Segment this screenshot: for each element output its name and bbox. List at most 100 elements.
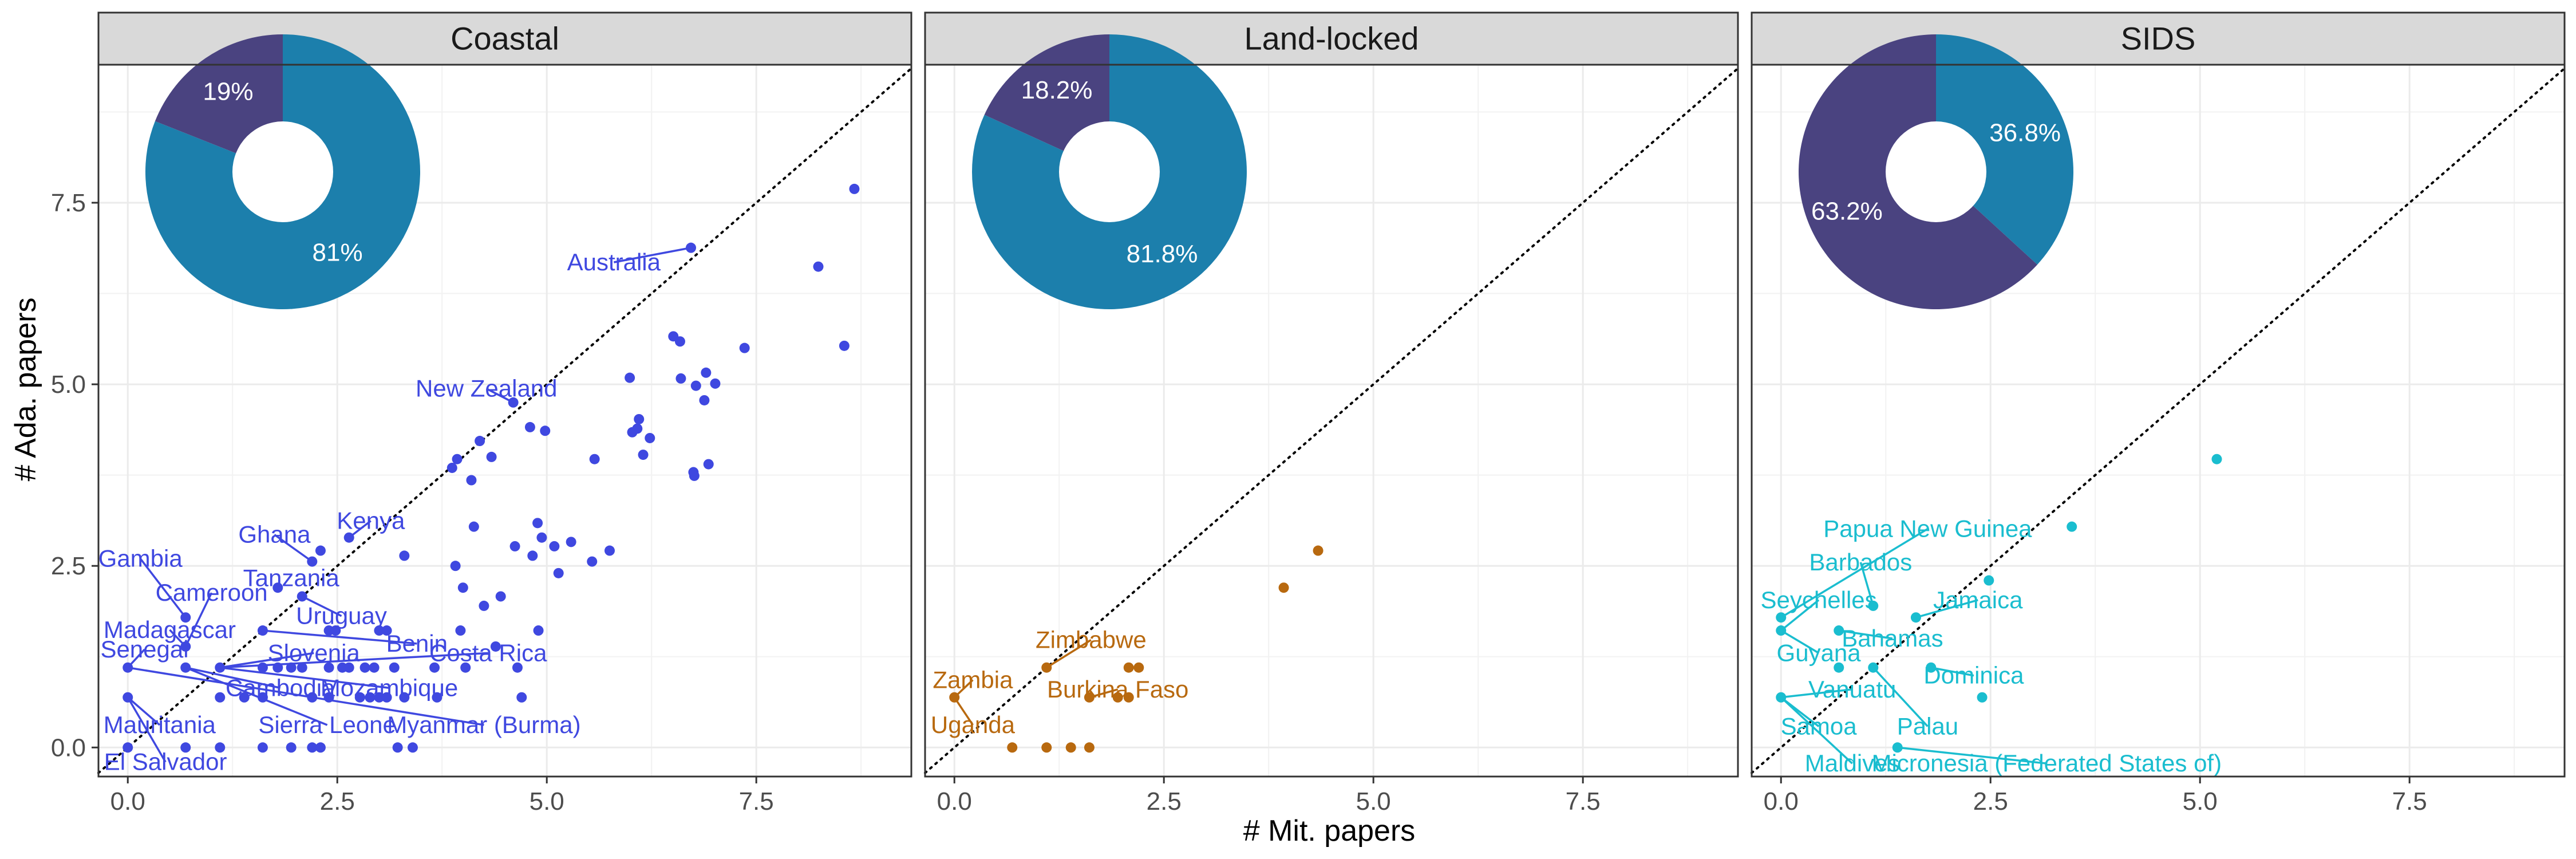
label-leader-line bbox=[220, 667, 390, 689]
data-point bbox=[330, 625, 341, 636]
point-label: Mauritania bbox=[104, 711, 216, 738]
label-leader-line bbox=[1838, 629, 1893, 640]
data-point bbox=[399, 550, 410, 561]
x-tick-label: 5.0 bbox=[530, 787, 564, 815]
data-point bbox=[638, 450, 649, 460]
data-point bbox=[699, 395, 710, 405]
data-point bbox=[123, 742, 133, 753]
point-label: Myanmar (Burma) bbox=[387, 711, 580, 738]
data-point bbox=[1007, 742, 1018, 753]
point-label: Gambia bbox=[98, 545, 183, 572]
data-point bbox=[625, 372, 635, 383]
data-point bbox=[527, 550, 538, 561]
point-label: Papua New Guinea bbox=[1823, 515, 2032, 542]
data-point bbox=[123, 662, 133, 673]
data-point bbox=[468, 521, 479, 532]
data-point bbox=[466, 475, 477, 486]
pie-slice-label: 81.8% bbox=[1127, 240, 1198, 268]
data-point bbox=[432, 692, 442, 703]
data-point bbox=[323, 662, 334, 673]
x-tick-label: 7.5 bbox=[1566, 787, 1601, 815]
label-leader-line bbox=[127, 696, 161, 726]
data-point bbox=[1041, 662, 1052, 673]
x-tick-label: 0.0 bbox=[937, 787, 972, 815]
data-point bbox=[532, 518, 543, 529]
point-label: Seychelles bbox=[1761, 586, 1877, 613]
data-point bbox=[381, 625, 392, 636]
data-point bbox=[490, 641, 501, 652]
data-point bbox=[374, 692, 385, 703]
label-leader-line bbox=[220, 652, 314, 669]
data-point bbox=[553, 568, 564, 578]
data-point bbox=[1868, 662, 1879, 673]
label-leader-line bbox=[1780, 696, 1853, 765]
data-point bbox=[180, 662, 191, 673]
data-point bbox=[1313, 545, 1323, 556]
data-point bbox=[215, 742, 226, 753]
data-point bbox=[257, 662, 268, 673]
data-point bbox=[286, 742, 297, 753]
label-leader-line bbox=[1859, 562, 1874, 606]
data-point bbox=[516, 692, 527, 703]
data-point bbox=[1084, 742, 1095, 753]
data-point bbox=[297, 591, 307, 602]
data-point bbox=[315, 742, 326, 753]
data-point bbox=[849, 183, 860, 194]
data-point bbox=[486, 451, 497, 462]
data-point bbox=[703, 459, 714, 470]
point-label: Ghana bbox=[238, 521, 311, 548]
data-point bbox=[343, 532, 354, 543]
reference-line-y-equals-x bbox=[1751, 67, 2566, 774]
data-point bbox=[710, 378, 721, 389]
data-point bbox=[536, 532, 547, 543]
data-point bbox=[365, 692, 376, 703]
data-point bbox=[1984, 575, 1994, 586]
pie-slice-label: 18.2% bbox=[1021, 76, 1093, 104]
label-leader-line bbox=[1897, 746, 2047, 765]
data-point bbox=[239, 692, 250, 703]
label-leader-line bbox=[301, 595, 342, 617]
data-point bbox=[632, 423, 643, 434]
label-leader-line bbox=[262, 629, 417, 645]
point-label: Kenya bbox=[337, 507, 405, 534]
x-tick-label: 2.5 bbox=[1973, 787, 2008, 815]
data-point bbox=[1977, 692, 1988, 703]
x-tick-label: 2.5 bbox=[1147, 787, 1182, 815]
point-label: Zimbabwe bbox=[1036, 626, 1147, 653]
y-axis-title: # Ada. papers bbox=[9, 298, 42, 482]
pie-slice bbox=[1936, 34, 2074, 265]
data-point bbox=[257, 742, 268, 753]
point-label: Madagascar bbox=[104, 616, 236, 643]
data-point bbox=[389, 662, 400, 673]
facet-panel-1: Coastal 81% 19% Australia New Zealand Kenya Gh… bbox=[51, 11, 912, 815]
point-label: Vanuatu bbox=[1808, 676, 1896, 703]
point-label: Micronesia (Federated States of) bbox=[1871, 750, 2222, 777]
label-leader-line bbox=[613, 246, 692, 263]
point-label: Dominica bbox=[1923, 662, 2024, 689]
data-point bbox=[1133, 662, 1144, 673]
facet-strip-label: SIDS bbox=[2121, 21, 2196, 57]
data-point bbox=[479, 600, 489, 611]
data-point bbox=[674, 336, 685, 347]
data-point bbox=[1834, 625, 1844, 636]
data-point bbox=[307, 556, 318, 567]
data-point bbox=[1084, 692, 1095, 703]
data-point bbox=[1868, 600, 1879, 611]
data-point bbox=[1834, 662, 1844, 673]
data-point bbox=[1278, 582, 1289, 593]
x-tick-label: 5.0 bbox=[2183, 787, 2218, 815]
pie-slice-label: 36.8% bbox=[1989, 119, 2061, 147]
point-label: Slovenia bbox=[268, 639, 361, 666]
x-tick-label: 5.0 bbox=[1356, 787, 1391, 815]
data-point bbox=[701, 367, 712, 378]
data-point bbox=[2211, 454, 2222, 464]
data-point bbox=[381, 692, 392, 703]
label-leader-line bbox=[1930, 667, 1974, 677]
label-leader-line bbox=[1781, 688, 1852, 699]
point-label: Benin bbox=[386, 630, 448, 657]
data-point bbox=[1776, 692, 1787, 703]
data-point bbox=[180, 742, 191, 753]
data-point bbox=[549, 541, 560, 551]
data-point bbox=[1123, 662, 1134, 673]
